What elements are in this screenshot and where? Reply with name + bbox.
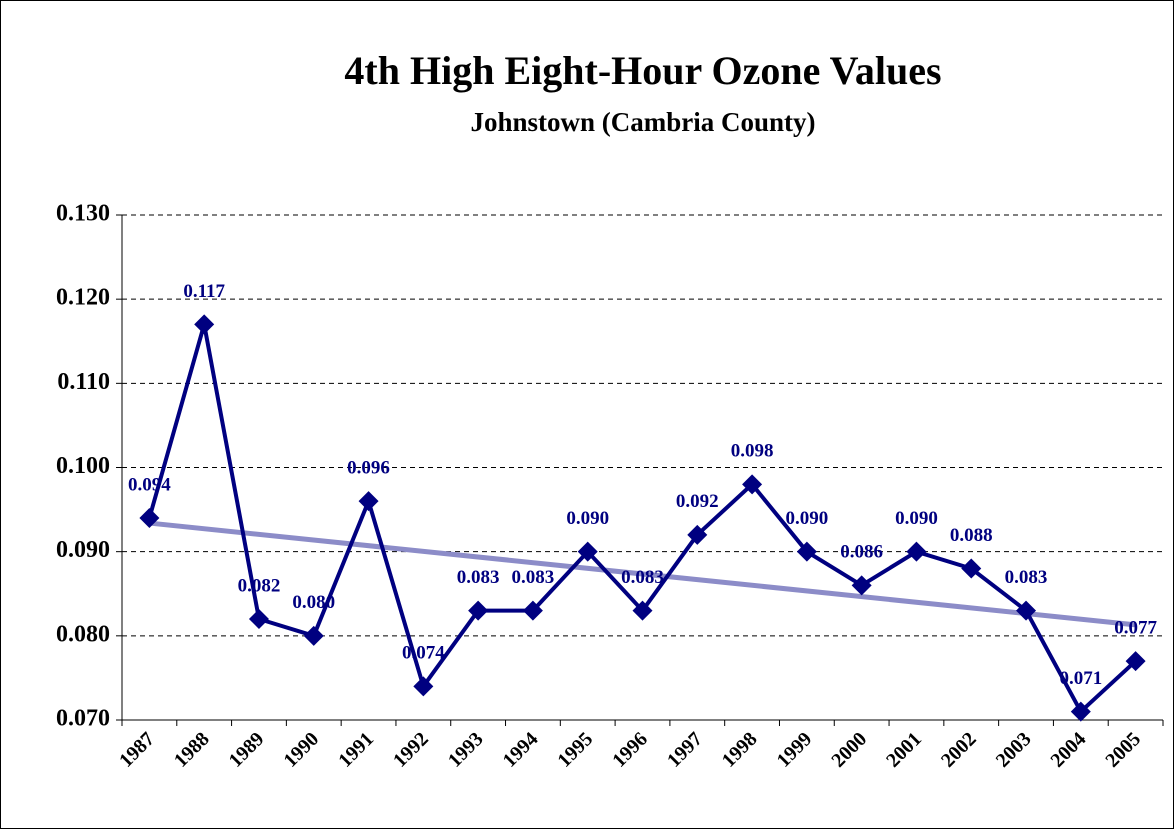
marker xyxy=(796,541,817,562)
y-tick-label: 0.080 xyxy=(56,621,110,647)
data-label: 0.086 xyxy=(840,542,883,563)
marker xyxy=(194,314,215,335)
data-label: 0.094 xyxy=(128,474,171,495)
marker xyxy=(139,508,160,528)
data-label: 0.082 xyxy=(238,575,281,596)
data-label: 0.071 xyxy=(1059,668,1102,689)
marker xyxy=(358,491,379,512)
y-tick-label: 0.090 xyxy=(56,537,110,563)
marker xyxy=(1125,651,1146,672)
data-label: 0.074 xyxy=(402,643,445,664)
marker xyxy=(468,600,489,621)
trendline xyxy=(149,520,1136,628)
data-label: 0.083 xyxy=(621,567,664,588)
marker xyxy=(1070,701,1091,722)
marker xyxy=(522,600,543,621)
marker xyxy=(632,600,653,621)
data-label: 0.090 xyxy=(785,508,828,529)
marker xyxy=(742,474,763,495)
data-label: 0.077 xyxy=(1114,617,1157,638)
data-label: 0.096 xyxy=(347,458,390,479)
data-label: 0.088 xyxy=(950,525,993,546)
marker xyxy=(303,625,324,646)
marker xyxy=(851,575,872,596)
data-label: 0.080 xyxy=(292,592,335,613)
marker xyxy=(906,541,927,562)
marker xyxy=(577,541,598,562)
data-label: 0.098 xyxy=(731,441,774,462)
y-tick-label: 0.130 xyxy=(56,201,110,227)
chart-subtitle: Johnstown (Cambria County) xyxy=(470,107,815,137)
y-tick-label: 0.100 xyxy=(56,453,110,479)
marker xyxy=(413,676,434,697)
data-label: 0.083 xyxy=(1005,567,1048,588)
marker xyxy=(248,609,269,629)
data-label: 0.117 xyxy=(183,281,225,302)
y-tick-label: 0.120 xyxy=(56,285,110,311)
y-tick-label: 0.070 xyxy=(56,706,110,732)
marker xyxy=(961,558,982,579)
data-label: 0.090 xyxy=(895,508,938,529)
data-label: 0.083 xyxy=(457,567,500,588)
data-label: 0.090 xyxy=(566,508,609,529)
data-label: 0.083 xyxy=(512,567,555,588)
marker xyxy=(687,524,708,545)
chart-title: 4th High Eight-Hour Ozone Values xyxy=(344,48,941,93)
data-label: 0.092 xyxy=(676,491,719,512)
y-tick-label: 0.110 xyxy=(57,369,110,395)
marker xyxy=(1016,600,1037,621)
